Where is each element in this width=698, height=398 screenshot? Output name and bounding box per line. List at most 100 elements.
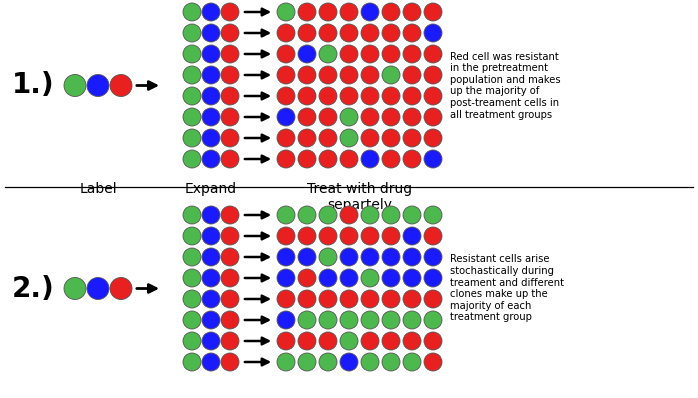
Circle shape: [361, 45, 379, 63]
Circle shape: [202, 87, 220, 105]
Circle shape: [319, 227, 337, 245]
Circle shape: [277, 3, 295, 21]
Circle shape: [221, 311, 239, 329]
Circle shape: [340, 24, 358, 42]
Circle shape: [361, 129, 379, 147]
Circle shape: [221, 3, 239, 21]
Circle shape: [424, 129, 442, 147]
Circle shape: [403, 3, 421, 21]
Circle shape: [340, 45, 358, 63]
Circle shape: [202, 45, 220, 63]
Circle shape: [298, 66, 316, 84]
Circle shape: [221, 87, 239, 105]
Circle shape: [319, 332, 337, 350]
Circle shape: [221, 108, 239, 126]
Text: Red cell was resistant
in the pretreatment
population and makes
up the majority : Red cell was resistant in the pretreatme…: [450, 51, 560, 119]
Circle shape: [202, 353, 220, 371]
Circle shape: [183, 290, 201, 308]
Circle shape: [340, 150, 358, 168]
Circle shape: [277, 290, 295, 308]
Text: 1.): 1.): [12, 72, 54, 100]
Circle shape: [424, 45, 442, 63]
Circle shape: [202, 248, 220, 266]
Circle shape: [277, 311, 295, 329]
Circle shape: [221, 24, 239, 42]
Circle shape: [361, 311, 379, 329]
Circle shape: [382, 332, 400, 350]
Circle shape: [298, 206, 316, 224]
Circle shape: [424, 332, 442, 350]
Circle shape: [277, 108, 295, 126]
Text: Resistant cells arise
stochastically during
treament and different
clones make u: Resistant cells arise stochastically dur…: [450, 254, 564, 322]
Circle shape: [277, 150, 295, 168]
Circle shape: [424, 311, 442, 329]
Circle shape: [298, 290, 316, 308]
Circle shape: [403, 332, 421, 350]
Circle shape: [319, 290, 337, 308]
Circle shape: [382, 227, 400, 245]
Circle shape: [361, 206, 379, 224]
Circle shape: [424, 248, 442, 266]
Circle shape: [424, 353, 442, 371]
Circle shape: [202, 108, 220, 126]
Circle shape: [183, 227, 201, 245]
Circle shape: [424, 269, 442, 287]
Circle shape: [319, 3, 337, 21]
Circle shape: [382, 129, 400, 147]
Circle shape: [277, 269, 295, 287]
Text: Expand: Expand: [185, 182, 237, 196]
Circle shape: [183, 206, 201, 224]
Circle shape: [403, 150, 421, 168]
Circle shape: [403, 248, 421, 266]
Circle shape: [424, 66, 442, 84]
Circle shape: [361, 108, 379, 126]
Circle shape: [319, 150, 337, 168]
Circle shape: [319, 108, 337, 126]
Circle shape: [298, 227, 316, 245]
Circle shape: [221, 45, 239, 63]
Circle shape: [298, 150, 316, 168]
Circle shape: [202, 290, 220, 308]
Circle shape: [298, 248, 316, 266]
Circle shape: [382, 87, 400, 105]
Circle shape: [221, 206, 239, 224]
Circle shape: [340, 290, 358, 308]
Circle shape: [319, 45, 337, 63]
Circle shape: [340, 3, 358, 21]
Circle shape: [87, 74, 109, 96]
Circle shape: [183, 87, 201, 105]
Circle shape: [382, 248, 400, 266]
Circle shape: [87, 277, 109, 300]
Circle shape: [340, 269, 358, 287]
Circle shape: [64, 277, 86, 300]
Circle shape: [319, 129, 337, 147]
Circle shape: [382, 353, 400, 371]
Circle shape: [319, 311, 337, 329]
Circle shape: [340, 311, 358, 329]
Circle shape: [298, 45, 316, 63]
Circle shape: [361, 3, 379, 21]
Circle shape: [183, 353, 201, 371]
Circle shape: [361, 150, 379, 168]
Circle shape: [361, 24, 379, 42]
Circle shape: [382, 3, 400, 21]
Circle shape: [221, 269, 239, 287]
Circle shape: [183, 108, 201, 126]
Circle shape: [221, 129, 239, 147]
Circle shape: [221, 66, 239, 84]
Circle shape: [403, 206, 421, 224]
Circle shape: [221, 353, 239, 371]
Circle shape: [298, 269, 316, 287]
Circle shape: [361, 353, 379, 371]
Circle shape: [340, 353, 358, 371]
Circle shape: [298, 332, 316, 350]
Circle shape: [382, 311, 400, 329]
Circle shape: [298, 353, 316, 371]
Circle shape: [202, 24, 220, 42]
Circle shape: [424, 87, 442, 105]
Circle shape: [382, 269, 400, 287]
Circle shape: [340, 129, 358, 147]
Circle shape: [319, 248, 337, 266]
Circle shape: [319, 353, 337, 371]
Circle shape: [277, 45, 295, 63]
